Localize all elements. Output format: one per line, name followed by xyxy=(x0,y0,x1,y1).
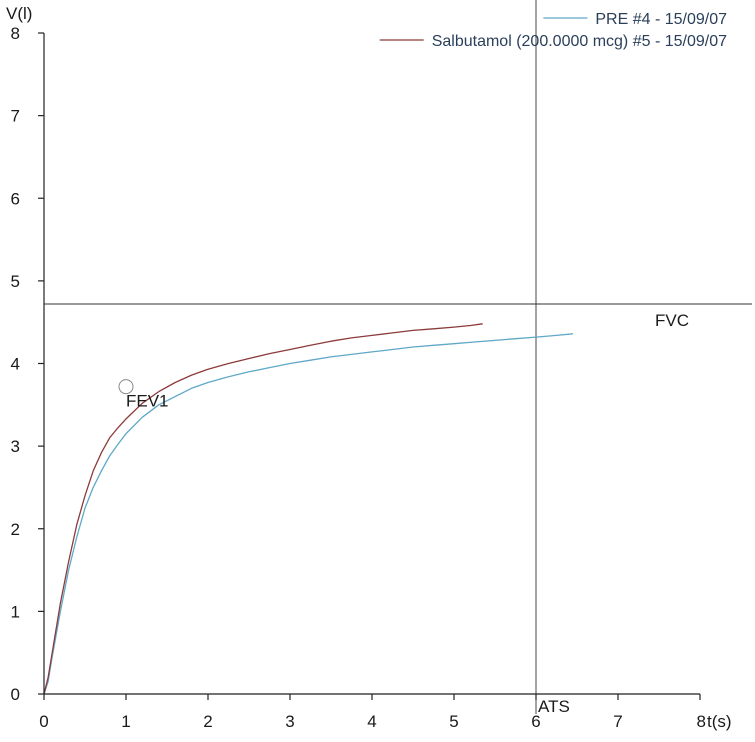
ats-label: ATS xyxy=(538,697,570,716)
y-tick-label: 0 xyxy=(11,685,20,704)
plot-layers: 0 1 2 3 4 5 6 7 8 0 1 2 3 4 5 6 7 8 V(l) t(s) FVC ATS FE… xyxy=(6,0,752,731)
y-tick-label: 7 xyxy=(11,107,20,126)
y-tick-label: 8 xyxy=(11,24,20,43)
x-tick-label: 2 xyxy=(203,712,212,731)
x-tick-label: 7 xyxy=(613,712,622,731)
reference-labels: FVC ATS xyxy=(538,311,689,716)
x-tick-label: 4 xyxy=(367,712,376,731)
reference-lines xyxy=(44,0,752,714)
legend: PRE #4 - 15/09/07 Salbutamol (200.0000 m… xyxy=(379,11,727,50)
fev1-marker xyxy=(118,379,134,395)
x-tick-label: 8 xyxy=(697,712,706,731)
x-tick-label: 0 xyxy=(39,712,48,731)
axes: 0 1 2 3 4 5 6 7 8 0 1 2 3 4 5 6 7 8 V(l) t(s) xyxy=(6,4,732,731)
annotations: FEV1 xyxy=(118,379,169,411)
y-axis-label: V(l) xyxy=(6,4,32,23)
series-layer xyxy=(43,323,573,695)
series-line-salbutamol xyxy=(43,323,483,695)
y-tick-label: 2 xyxy=(11,520,20,539)
y-ticks: 0 1 2 3 4 5 6 7 8 xyxy=(11,24,44,704)
y-tick-label: 3 xyxy=(11,437,20,456)
x-tick-label: 5 xyxy=(449,712,458,731)
legend-label-pre: PRE #4 - 15/09/07 xyxy=(595,11,727,28)
x-axis-label: t(s) xyxy=(707,712,732,731)
fev1-label: FEV1 xyxy=(126,392,169,411)
legend-label-salbutamol: Salbutamol (200.0000 mcg) #5 - 15/09/07 xyxy=(432,33,727,50)
y-tick-label: 5 xyxy=(11,272,20,291)
x-tick-label: 6 xyxy=(531,712,540,731)
x-ticks: 0 1 2 3 4 5 6 7 8 xyxy=(39,694,706,731)
fvc-label: FVC xyxy=(655,311,689,330)
x-tick-label: 1 xyxy=(121,712,130,731)
y-tick-label: 1 xyxy=(11,602,20,621)
y-tick-label: 4 xyxy=(11,355,20,374)
x-tick-label: 3 xyxy=(285,712,294,731)
y-tick-label: 6 xyxy=(11,189,20,208)
series-line-pre xyxy=(43,333,573,695)
